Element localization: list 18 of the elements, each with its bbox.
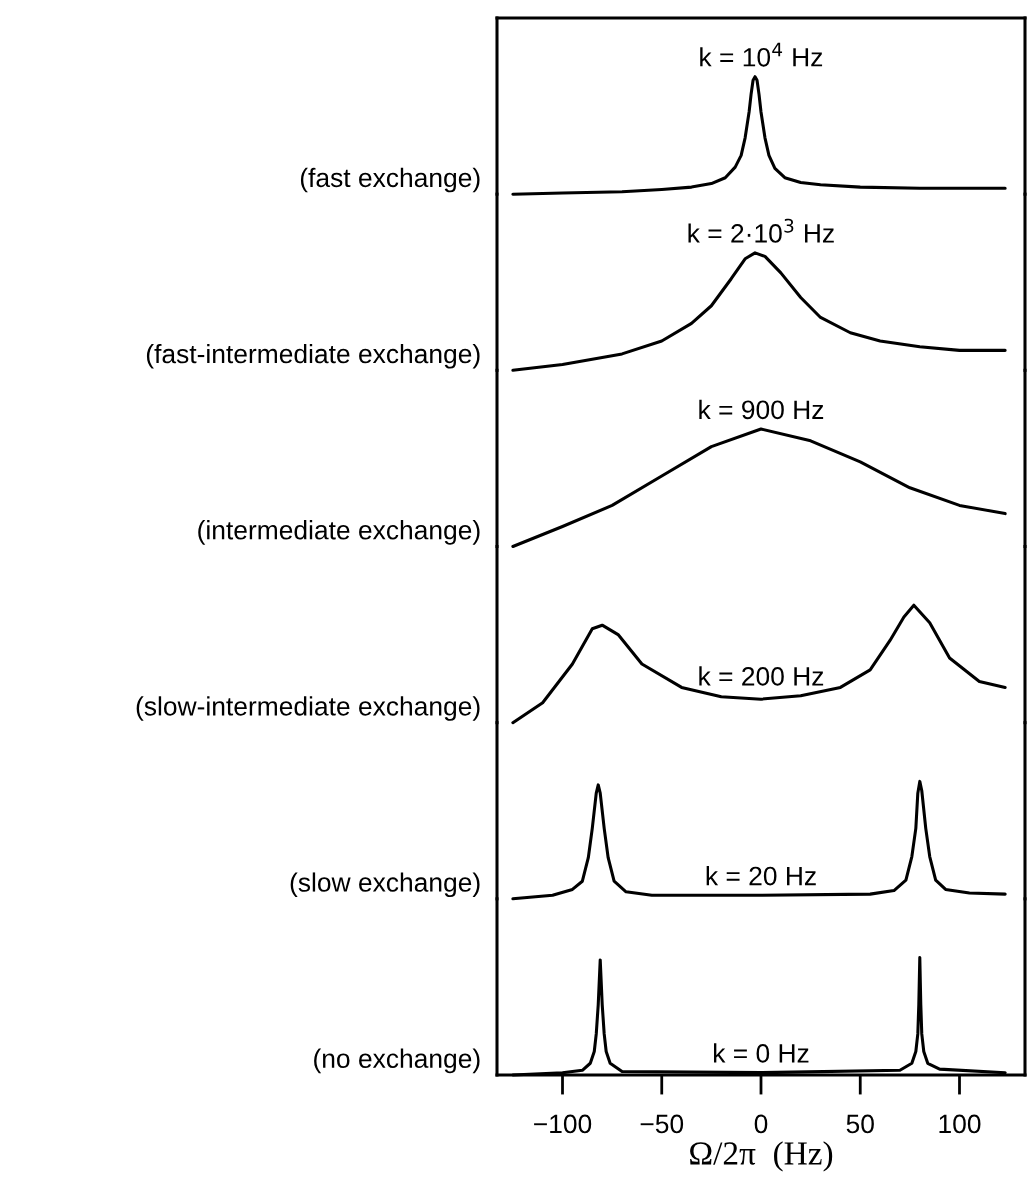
x-tick-label: −50	[640, 1114, 684, 1134]
annotation: k = 0 Hz	[714, 1043, 809, 1063]
x-tick-label: 0	[754, 1114, 768, 1134]
text: k = 900 Hz	[699, 399, 824, 420]
x-tick-label: 100	[939, 1114, 981, 1134]
x-axis-title: Ω/2π (Hz)	[690, 1141, 833, 1172]
x-tick-label: 50	[846, 1114, 874, 1134]
y-axis-title: (fast exchange)	[300, 167, 480, 193]
y-axis-title: (intermediate exchange)	[198, 520, 480, 545]
y-axis-title: (slow-intermediate exchange)	[136, 696, 480, 721]
annotation: k = 20 Hz	[706, 866, 816, 886]
annotation: k = 200 Hz	[699, 666, 824, 686]
x-tick-label: −100	[534, 1114, 592, 1134]
y-axis-title: (slow exchange)	[290, 872, 480, 898]
y-axis-title: (no exchange)	[314, 1048, 480, 1074]
y-axis-title: (fast-intermediate exchange)	[146, 343, 480, 369]
text: k = 10$^{4}$ Hz	[700, 42, 823, 67]
text: k = 2·10$^{3}$ Hz	[688, 218, 834, 243]
